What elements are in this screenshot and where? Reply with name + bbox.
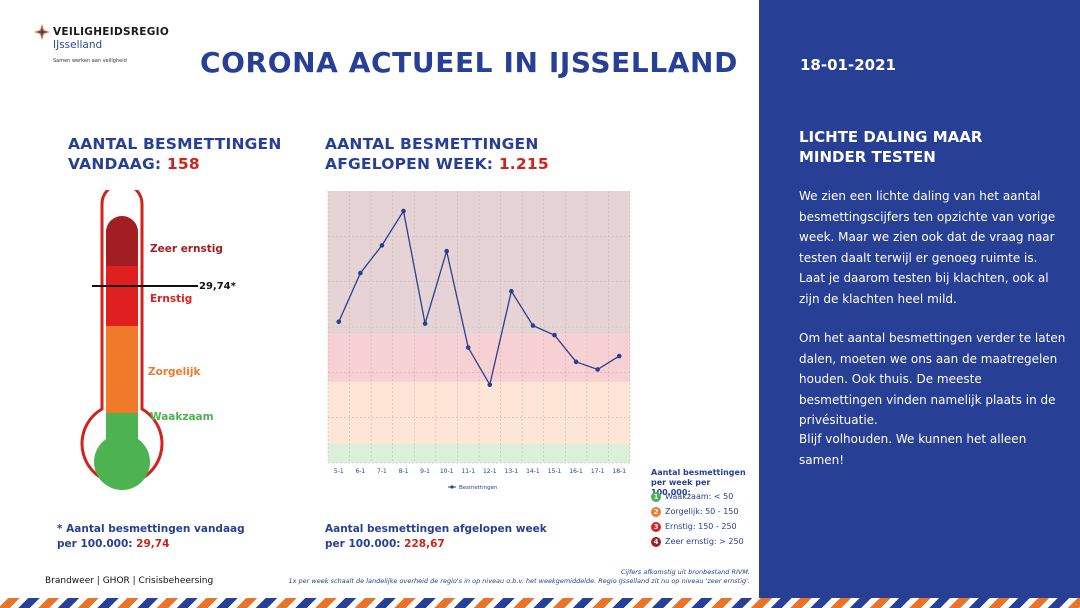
page-title: CORONA ACTUEEL IN IJSSELLAND: [200, 46, 738, 79]
today-value: 158: [166, 155, 200, 173]
today-per100k: * Aantal besmettingen vandaag per 100.00…: [57, 522, 245, 552]
report-date: 18-01-2021: [800, 56, 896, 74]
week-heading: AANTAL BESMETTINGEN AFGELOPEN WEEK: 1.21…: [325, 134, 549, 174]
panel-paragraph: Blijf volhouden. We kunnen het alleen sa…: [799, 432, 1027, 467]
today-per100k-value: 29,74: [136, 538, 170, 550]
x-tick-label: 10-1: [440, 468, 454, 475]
risk-label: Zorgelijk: 50 - 150: [665, 507, 739, 516]
thermometer-bulb: [94, 434, 150, 490]
risk-number-badge: 1: [651, 491, 661, 502]
risk-band: [328, 191, 630, 335]
data-point: [573, 359, 579, 365]
risk-legend-item: 4 Zeer ernstig: > 250: [651, 536, 744, 547]
level-zorgelijk: [106, 326, 138, 413]
risk-legend-item: 1 Waakzaam: < 50: [651, 491, 733, 502]
panel-paragraph: We zien een lichte daling van het aantal…: [799, 189, 1056, 306]
x-tick-label: 11-1: [461, 468, 475, 475]
week-per100k-label2: per 100.000:: [325, 538, 401, 550]
thermometer-label-ernstig: Ernstig: [150, 293, 193, 305]
data-point: [379, 243, 385, 248]
week-per100k: Aantal besmettingen afgelopen week per 1…: [325, 522, 547, 552]
data-point: [616, 353, 622, 359]
thermometer-label-zorgelijk: Zorgelijk: [148, 366, 201, 378]
x-tick-label: 15-1: [548, 468, 562, 475]
data-point: [552, 332, 557, 338]
data-point: [422, 321, 428, 326]
risk-band: [328, 443, 630, 463]
logo: VEILIGHEIDSREGIO IJsselland Samen werken…: [34, 22, 184, 70]
risk-legend-item: 3 Ernstig: 150 - 250: [651, 521, 737, 532]
panel-paragraph: Om het aantal besmettingen verder te lat…: [799, 331, 1066, 427]
level-zeer-ernstig-fill: [106, 232, 138, 266]
risk-label: Ernstig: 150 - 250: [665, 522, 737, 531]
level-ernstig: [106, 266, 138, 326]
data-point: [487, 382, 493, 388]
today-per100k-label: * Aantal besmettingen vandaag: [57, 523, 245, 535]
risk-legend-title: Aantal besmettingen per week per 100.000…: [651, 468, 746, 497]
series-line: [338, 209, 620, 387]
x-tick-label: 18-1: [612, 468, 626, 475]
x-tick-label: 13-1: [505, 468, 519, 475]
today-heading-line1: AANTAL BESMETTINGEN: [68, 135, 282, 153]
week-heading-line2: AFGELOPEN WEEK:: [325, 155, 494, 173]
footer-source: Cijfers afkomstig uit bronbestand RIVM. …: [250, 568, 751, 586]
thermometer: [80, 190, 198, 490]
data-point: [595, 367, 600, 372]
footer-source-line1: Cijfers afkomstig uit bronbestand RIVM.: [620, 568, 750, 576]
logo-tagline: Samen werken aan veiligheid: [53, 58, 127, 64]
legend-label: Besmettingen: [459, 485, 498, 491]
today-heading: AANTAL BESMETTINGEN VANDAAG: 158: [68, 134, 282, 174]
data-point: [358, 270, 363, 276]
week-value: 1.215: [498, 155, 549, 173]
logo-title: VEILIGHEIDSREGIO: [53, 26, 170, 38]
legend-marker: [450, 485, 454, 489]
x-tick-label: 7-1: [377, 468, 387, 475]
x-tick-label: 14-1: [526, 468, 540, 475]
data-point: [401, 208, 406, 214]
panel-heading: LICHTE DALING MAAR MINDER TESTEN: [799, 128, 983, 166]
x-tick-label: 16-1: [569, 468, 583, 475]
x-tick-label: 17-1: [591, 468, 605, 475]
decorative-stripe: [0, 598, 1080, 608]
x-tick-label: 6-1: [355, 468, 365, 475]
weekly-line-chart: 5-1 6-1 7-1 8-1 9-1 10-1 11-1 12-1 13-1 14-1 15-1 1…: [327, 191, 631, 491]
x-tick-label: 8-1: [399, 468, 409, 475]
risk-label: Zeer ernstig: > 250: [665, 537, 744, 546]
risk-legend-item: 2 Zorgelijk: 50 - 150: [651, 506, 738, 517]
risk-number-badge: 3: [651, 521, 661, 532]
week-heading-line1: AANTAL BESMETTINGEN: [325, 135, 539, 153]
data-point: [444, 248, 449, 254]
x-tick-label: 12-1: [483, 468, 497, 475]
week-per100k-label: Aantal besmettingen afgelopen week: [325, 523, 547, 535]
thermometer-label-zeer-ernstig: Zeer ernstig: [150, 243, 223, 255]
risk-label: Waakzaam: < 50: [665, 492, 734, 501]
data-point: [509, 288, 514, 294]
risk-number-badge: 4: [651, 536, 661, 547]
info-panel: 18-01-2021 LICHTE DALING MAAR MINDER TES…: [759, 0, 1080, 598]
x-tick-label: 9-1: [420, 468, 430, 475]
week-per100k-value: 228,67: [404, 538, 445, 550]
risk-number-badge: 2: [651, 506, 661, 517]
footer-source-line2: 1x per week schaalt de landelijke overhe…: [288, 577, 751, 585]
today-heading-line2: VANDAAG:: [68, 155, 162, 173]
thermometer-label-waakzaam: Waakzaam: [150, 411, 214, 423]
data-point: [336, 319, 342, 325]
logo-cross-icon: [34, 24, 50, 40]
current-marker-value: 29,74*: [199, 281, 236, 292]
risk-band: [328, 334, 630, 382]
today-per100k-label2: per 100.000:: [57, 538, 133, 550]
logo-subtitle: IJsselland: [53, 39, 103, 51]
data-point: [465, 345, 471, 350]
x-tick-label: 5-1: [334, 468, 344, 475]
footer-brand: Brandweer | GHOR | Crisisbeheersing: [45, 576, 214, 586]
data-point: [530, 323, 536, 328]
